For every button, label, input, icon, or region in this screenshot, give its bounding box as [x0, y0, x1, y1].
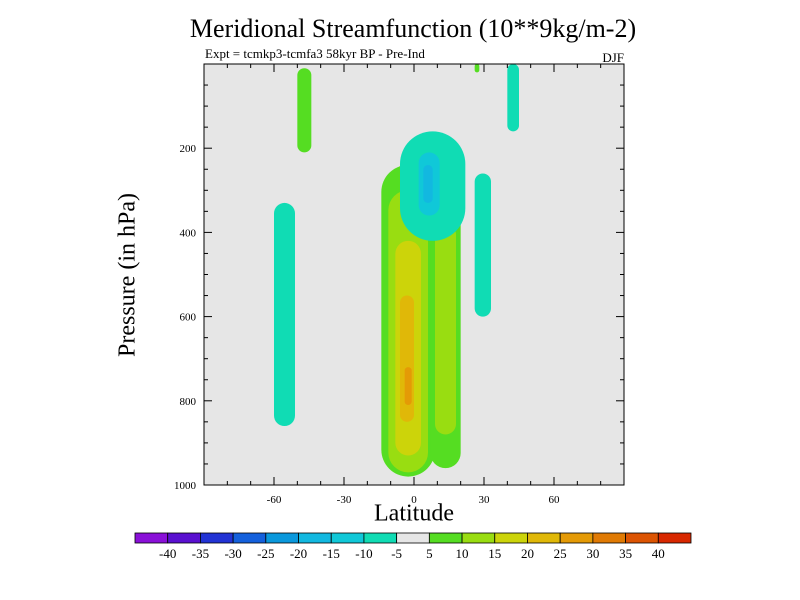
chart-subtitle: Expt = tcmkp3-tcmfa3 58kyr BP - Pre-Ind [205, 46, 425, 61]
colorbar-label: -10 [355, 546, 372, 561]
contour-region-pos-main-cell-30 [404, 367, 412, 406]
x-axis-label: Latitude [374, 500, 454, 527]
x-tick-label: -30 [337, 494, 352, 506]
colorbar-swatch [396, 532, 430, 544]
y-axis-label: Pressure (in hPa) [114, 193, 141, 357]
colorbar-label: 10 [456, 546, 469, 561]
y-tick-label: 1000 [174, 480, 197, 492]
y-tick-label: 600 [180, 312, 197, 324]
colorbar-swatch [363, 532, 398, 544]
x-tick-label: 60 [549, 494, 561, 506]
contour-region-pos-right-cell-15 [435, 223, 456, 435]
colorbar-swatch [134, 532, 169, 544]
colorbar-label: 5 [426, 546, 433, 561]
colorbar-swatch [592, 532, 626, 544]
colorbar-swatch [298, 532, 332, 544]
colorbar-swatch [527, 532, 561, 544]
colorbar-label: 20 [521, 546, 534, 561]
x-tick-label: -60 [267, 494, 282, 506]
axis-ticks: -60 -30 0 30 60 200 400 600 800 1000 [174, 64, 624, 506]
colorbar-swatch [330, 532, 365, 544]
colorbar-swatch [232, 532, 267, 544]
contour-region-pos-sliver-lat-27 [474, 64, 480, 73]
colorbar-swatch [461, 532, 496, 544]
chart-title: Meridional Streamfunction (10**9kg/m-2) [189, 14, 637, 43]
colorbar-label: 40 [652, 546, 665, 561]
colorbar-label: -25 [257, 546, 274, 561]
colorbar-label: -5 [391, 546, 402, 561]
colorbar-swatch [494, 532, 528, 544]
colorbar-label: -20 [290, 546, 307, 561]
colorbar: -40 -35 -30 -25 -20 -15 -10 -5 5 10 15 20 25 30 35 40 [134, 532, 692, 561]
contour-region-neg-band-lat-56 [274, 202, 295, 427]
colorbar-swatch [428, 532, 463, 544]
y-tick-label: 800 [180, 396, 197, 408]
colorbar-label: 35 [619, 546, 632, 561]
colorbar-swatch [167, 532, 201, 544]
y-tick-label: 200 [180, 143, 197, 155]
contour-region-neg-patch-lat-32 [474, 173, 491, 317]
colorbar-swatch [265, 532, 299, 544]
contour-regions [274, 64, 519, 477]
colorbar-label: -35 [192, 546, 209, 561]
contour-region-pos-upper-lat-48 [297, 68, 312, 153]
x-tick-label: 0 [411, 494, 417, 506]
colorbar-label: -15 [323, 546, 340, 561]
colorbar-label: 15 [488, 546, 501, 561]
colorbar-label: 30 [586, 546, 599, 561]
contour-region-neg-upper-core-20 [423, 165, 433, 203]
x-tick-label: 30 [479, 494, 491, 506]
colorbar-label: -30 [224, 546, 241, 561]
colorbar-label: -40 [159, 546, 176, 561]
colorbar-swatch [200, 532, 234, 544]
colorbar-swatch [625, 532, 659, 544]
season-label: DJF [602, 50, 624, 65]
colorbar-label: 25 [554, 546, 567, 561]
contour-region-neg-strip-lat-42 [507, 64, 519, 132]
colorbar-swatch [657, 532, 692, 544]
y-tick-label: 400 [180, 227, 197, 239]
colorbar-swatch [559, 532, 594, 544]
